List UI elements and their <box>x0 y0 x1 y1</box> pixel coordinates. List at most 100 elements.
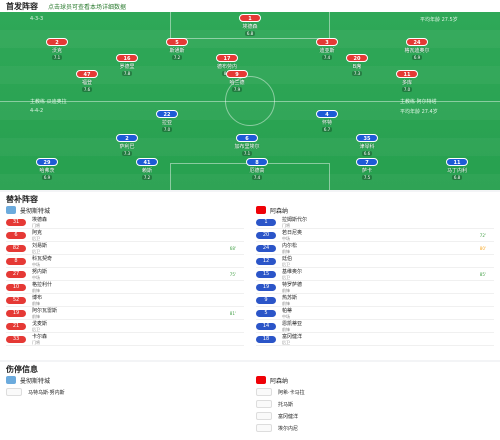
player-rating: 7.2 <box>141 175 153 180</box>
player-rating: 7.5 <box>361 175 373 180</box>
player-number: 8 <box>246 158 268 166</box>
home-sub-row[interactable]: 31 埃德森 门将 <box>6 216 244 229</box>
sub-number: 52 <box>6 296 26 304</box>
away-sub-row[interactable]: 12 廷伯 后卫 <box>256 255 494 268</box>
home-player-4[interactable]: 24 格瓦迪奥尔 6.9 <box>390 38 444 61</box>
away-sub-row[interactable]: 1 拉姆斯代尔 门将 <box>256 216 494 229</box>
away-injury-row[interactable]: 阿希·卡马拉 <box>256 386 494 398</box>
home-team-logo-icon <box>6 376 16 384</box>
away-injury-row[interactable]: 托马斯 <box>256 398 494 410</box>
home-sub-row[interactable]: 82 刘易斯 后卫 68' <box>6 242 244 255</box>
home-player-1[interactable]: 2 沃克 7.1 <box>30 38 84 61</box>
sub-number: 21 <box>6 322 26 330</box>
injuries-section: 伤停信息 曼彻斯特城 马特乌斯·努内斯 阿森纳 阿希·卡马拉托马斯富冈健洋埃尔内… <box>0 362 500 440</box>
sub-number: 27 <box>6 270 26 278</box>
player-name: 埃德森 <box>242 24 258 30</box>
away-sub-row[interactable]: 24 内尔松 前锋 80' <box>256 242 494 255</box>
injuries-title: 伤停信息 <box>6 365 38 374</box>
sub-position: 后卫 <box>282 261 290 267</box>
injury-icon <box>256 424 272 432</box>
home-sub-row[interactable]: 8 科瓦契奇 中场 <box>6 255 244 268</box>
home-sub-row[interactable]: 52 博布 前锋 <box>6 294 244 307</box>
home-player-3[interactable]: 3 迪亚斯 7.4 <box>300 38 354 61</box>
player-number: 11 <box>446 158 468 166</box>
home-injuries-team-name: 曼彻斯特城 <box>20 377 51 385</box>
sub-number: 5 <box>256 309 276 317</box>
away-team-header: 阿森纳 <box>256 204 494 216</box>
away-sub-row[interactable]: 18 富冈健洋 后卫 <box>256 333 494 346</box>
away-sub-row[interactable]: 14 恩凯蒂亚 前锋 <box>256 320 494 333</box>
sub-number: 19 <box>6 309 26 317</box>
injury-icon <box>256 400 272 408</box>
home-team-logo-icon <box>6 206 16 214</box>
lineup-header: 首发阵容 点击球员可查看本场详细数据 <box>0 0 500 12</box>
away-player-5[interactable]: 29 哈弗茨 6.9 <box>20 158 74 181</box>
sub-name: 恩凯蒂亚 <box>282 320 303 327</box>
sub-position: 前锋 <box>282 300 290 306</box>
sub-name: 基维奥尔 <box>282 268 303 275</box>
player-number: 11 <box>396 70 418 78</box>
away-player-2[interactable]: 2 萨利巴 7.3 <box>100 134 154 157</box>
home-sub-row[interactable]: 33 卡尔森 门将 <box>6 333 244 346</box>
away-player-6[interactable]: 41 赖斯 7.2 <box>120 158 174 181</box>
player-name: 斯通斯 <box>169 48 185 54</box>
home-player-5[interactable]: 16 罗德里 7.8 <box>100 54 154 77</box>
player-rating: 7.6 <box>81 87 93 92</box>
home-player-7[interactable]: 20 B席 7.3 <box>330 54 384 77</box>
away-player-0[interactable]: 22 拉亚 7.0 <box>140 110 194 133</box>
player-name: 罗德里 <box>119 64 135 70</box>
away-injuries-team-name: 阿森纳 <box>270 377 289 385</box>
away-sub-row[interactable]: 20 若日尼奥 中场 72' <box>256 229 494 242</box>
injured-player-name: 托马斯 <box>278 401 294 408</box>
away-injury-row[interactable]: 埃尔内尼 <box>256 422 494 434</box>
away-sub-row[interactable]: 15 基维奥尔 后卫 85' <box>256 268 494 281</box>
injury-icon <box>6 388 22 396</box>
player-number: 22 <box>156 110 178 118</box>
player-name: 哈兰德 <box>229 80 245 86</box>
away-formation: 4-4-2 <box>30 108 44 114</box>
player-name: 哈弗茨 <box>39 168 55 174</box>
home-sub-row[interactable]: 19 阿尔瓦雷斯 前锋 81' <box>6 307 244 320</box>
away-player-3[interactable]: 6 加布里埃尔 7.1 <box>220 134 274 157</box>
home-sub-row[interactable]: 21 戈麦斯 后卫 <box>6 320 244 333</box>
home-sub-row[interactable]: 6 阿克 后卫 <box>6 229 244 242</box>
home-sub-row[interactable]: 10 格拉利什 前锋 <box>6 281 244 294</box>
sub-position: 前锋 <box>282 287 290 293</box>
away-sub-row[interactable]: 19 特罗萨德 前锋 <box>256 281 494 294</box>
away-player-7[interactable]: 8 厄德高 7.4 <box>230 158 284 181</box>
player-number: 47 <box>76 70 98 78</box>
player-name: 萨利巴 <box>119 144 135 150</box>
sub-position: 中场 <box>32 261 40 267</box>
player-name: 拉亚 <box>161 120 172 126</box>
player-rating: 7.3 <box>121 151 133 156</box>
player-name: 迪亚斯 <box>319 48 335 54</box>
away-player-9[interactable]: 11 马丁内利 6.8 <box>430 158 484 181</box>
sub-number: 20 <box>256 231 276 239</box>
player-number: 29 <box>36 158 58 166</box>
sub-number: 24 <box>256 244 276 252</box>
sub-name: 廷伯 <box>282 255 293 262</box>
injured-player-name: 埃尔内尼 <box>278 425 299 432</box>
away-sub-row[interactable]: 5 帕蒂 中场 <box>256 307 494 320</box>
sub-name: 内尔松 <box>282 242 298 249</box>
sub-position: 前锋 <box>32 287 40 293</box>
home-player-8[interactable]: 47 福登 7.6 <box>60 70 114 93</box>
away-player-8[interactable]: 7 萨卡 7.5 <box>340 158 394 181</box>
home-sub-row[interactable]: 27 努内斯 中场 75' <box>6 268 244 281</box>
home-injury-row[interactable]: 马特乌斯·努内斯 <box>6 386 244 398</box>
home-player-9[interactable]: 9 哈兰德 7.9 <box>210 70 264 93</box>
away-player-4[interactable]: 35 津琴科 6.6 <box>340 134 394 157</box>
sub-position: 前锋 <box>282 248 290 254</box>
player-name: 怀特 <box>321 120 332 126</box>
away-injury-row[interactable]: 富冈健洋 <box>256 410 494 422</box>
sub-position: 门将 <box>32 222 40 228</box>
injury-icon <box>256 412 272 420</box>
home-player-0[interactable]: 1 埃德森 6.8 <box>223 14 277 37</box>
home-player-10[interactable]: 11 多库 7.0 <box>380 70 434 93</box>
away-sub-row[interactable]: 9 热苏斯 前锋 <box>256 294 494 307</box>
sub-number: 14 <box>256 322 276 330</box>
home-player-2[interactable]: 5 斯通斯 7.2 <box>150 38 204 61</box>
home-subs: 曼彻斯特城 31 埃德森 门将 6 阿克 后卫 82 刘易斯 后卫 68' 8 科瓦契奇 中场 27 努内斯… <box>0 204 250 346</box>
player-name: 津琴科 <box>359 144 375 150</box>
away-player-1[interactable]: 4 怀特 6.7 <box>300 110 354 133</box>
